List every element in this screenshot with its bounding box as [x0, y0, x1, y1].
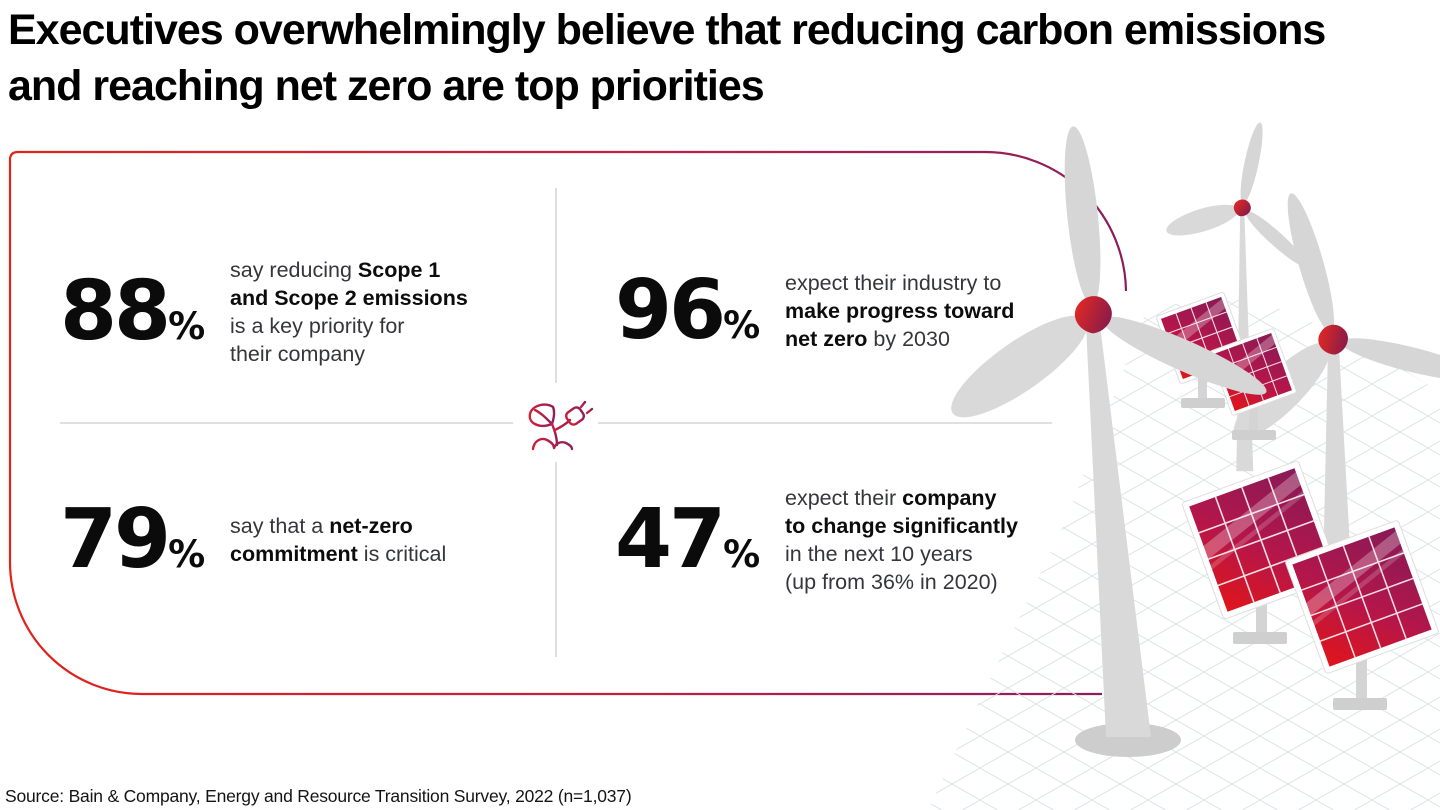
- stat-text-line: to change significantly: [785, 514, 1018, 538]
- stat-text-line: say that a net-zero: [230, 514, 413, 538]
- stat-value: 88%: [60, 264, 205, 359]
- solar-panel-small-2: [1208, 327, 1298, 440]
- stat-value: 96%: [615, 263, 760, 358]
- isometric-floor-grid: [928, 298, 1440, 810]
- solar-panel-large-1: [1180, 459, 1342, 644]
- stat-value: 79%: [60, 492, 205, 587]
- stat-description: expect their industry to make progress to…: [785, 269, 1014, 353]
- percent-sign: %: [168, 533, 205, 576]
- stat-value: 47%: [615, 492, 760, 587]
- stat-text-line: (up from 36% in 2020): [785, 570, 998, 594]
- stat-text-line: in the next 10 years: [785, 542, 973, 566]
- percent-sign: %: [723, 533, 760, 576]
- stat-text-line: and Scope 2 emissions: [230, 286, 468, 310]
- stat-text-line: say reducing Scope 1: [230, 258, 441, 282]
- stat-text-line: net zero by 2030: [785, 327, 950, 351]
- stat-block-industry-progress: 96% expect their industry to make progres…: [615, 266, 1014, 356]
- card-border: [8, 150, 1128, 696]
- stat-block-netzero-commitment: 79% say that a net-zero commitment is cri…: [60, 494, 446, 586]
- stat-text-line: expect their industry to: [785, 271, 1002, 295]
- percent-sign: %: [168, 305, 205, 348]
- stat-text-line: make progress toward: [785, 299, 1015, 323]
- stat-text-line: is a key priority for: [230, 314, 405, 338]
- page-title: Executives overwhelmingly believe that r…: [8, 6, 1326, 110]
- stat-text-line: expect their company: [785, 486, 997, 510]
- plant-plug-icon: [528, 400, 594, 451]
- percent-sign: %: [723, 304, 760, 347]
- stat-block-company-change: 47% expect their company to change signif…: [615, 484, 1018, 596]
- stat-description: say reducing Scope 1 and Scope 2 emission…: [230, 256, 468, 368]
- stat-text-line: their company: [230, 342, 366, 366]
- stat-description: expect their company to change significan…: [785, 484, 1018, 596]
- solar-panel-large-2: [1284, 519, 1440, 710]
- source-note: Source: Bain & Company, Energy and Resou…: [5, 786, 632, 806]
- stat-text-line: commitment is critical: [230, 542, 447, 566]
- solar-panel-small-1: [1155, 291, 1249, 408]
- stat-description: say that a net-zero commitment is critica…: [230, 512, 446, 568]
- wind-turbine-small: [1157, 102, 1348, 472]
- wind-turbine-medium: [1184, 164, 1440, 620]
- wind-turbine-large: [938, 124, 1273, 757]
- stat-block-scope-emissions: 88% say reducing Scope 1 and Scope 2 emis…: [60, 254, 468, 370]
